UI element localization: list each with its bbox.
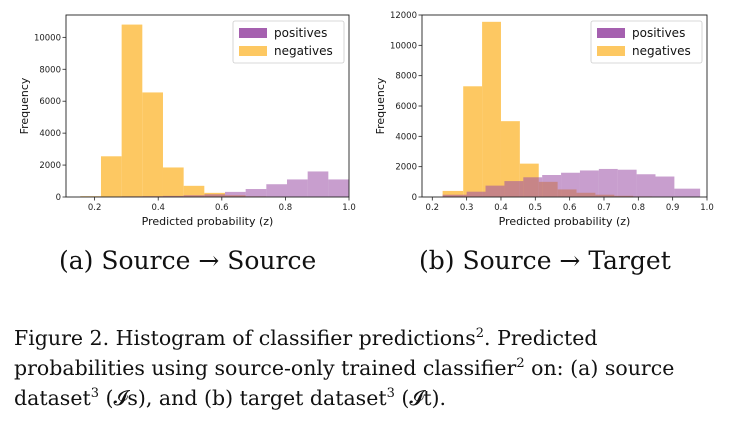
- subcaption-b: (b) Source → Target: [419, 246, 671, 275]
- negatives-bar-2: [121, 24, 143, 197]
- positives-bar-4: [523, 177, 543, 197]
- y-tick-label: 12000: [390, 11, 417, 21]
- negatives-bar-1: [463, 86, 483, 197]
- positives-bar-11: [307, 171, 329, 197]
- axes-frame: [65, 14, 350, 198]
- y-tick-label: 8000: [395, 72, 417, 82]
- x-tick-label: 0.6: [563, 203, 577, 213]
- y-tick-label: 0: [56, 193, 61, 203]
- positives-bar-8: [598, 168, 618, 197]
- x-axis-label: Predicted probability (z): [142, 215, 274, 228]
- x-tick-label: 0.5: [529, 203, 543, 213]
- y-axis-label: Frequency: [374, 77, 387, 134]
- x-tick-label: 0.2: [426, 203, 440, 213]
- caption-footnote-1: 2: [475, 326, 485, 342]
- positives-bar-3: [504, 181, 524, 197]
- y-tick-label: 4000: [395, 132, 417, 142]
- positives-bar-10: [636, 174, 656, 197]
- legend-label-negatives: negatives: [274, 44, 333, 58]
- negatives-bar-1: [100, 156, 122, 197]
- positives-bar-12: [674, 188, 701, 197]
- y-tick-label: 10000: [390, 41, 417, 51]
- positives-bar-7: [224, 191, 246, 197]
- negatives-bar-2: [482, 21, 501, 198]
- x-tick-label: 0.8: [279, 203, 293, 213]
- negatives-bar-4: [162, 167, 184, 197]
- positives-bar-9: [266, 184, 287, 197]
- y-tick-label: 10000: [34, 33, 61, 43]
- figure-caption: Figure 2. Histogram of classifier predic…: [14, 323, 719, 413]
- caption-part-3: on: (a) source dataset: [14, 356, 675, 410]
- positives-bar-6: [204, 194, 225, 197]
- positives-bar-11: [655, 176, 675, 197]
- y-tick-label: 8000: [39, 65, 61, 75]
- y-tick-label: 2000: [395, 163, 417, 173]
- legend-swatch-positives: [597, 28, 625, 38]
- positives-bar-8: [245, 189, 267, 197]
- x-tick-label: 0.9: [666, 203, 680, 213]
- x-axis-label: Predicted probability (z): [499, 215, 631, 228]
- caption-footnote-4: 3: [386, 386, 395, 402]
- caption-part-1: Figure 2. Histogram of classifier predic…: [14, 326, 476, 350]
- x-tick-label: 1.0: [700, 203, 714, 213]
- legend-label-positives: positives: [632, 26, 685, 40]
- x-tick-label: 0.4: [494, 203, 508, 213]
- positives-bar-6: [561, 172, 580, 197]
- y-tick-label: 6000: [395, 102, 417, 112]
- legend-label-negatives: negatives: [632, 44, 691, 58]
- positives-bar-10: [286, 179, 308, 197]
- positives-bar-5: [542, 175, 562, 197]
- positives-bar-2: [485, 185, 505, 197]
- caption-footnote-2: 2: [516, 356, 525, 372]
- positives-bar-4: [162, 195, 184, 197]
- positives-bar-0: [442, 194, 467, 197]
- x-tick-label: 0.8: [632, 203, 646, 213]
- legend-swatch-negatives: [239, 46, 267, 56]
- histogram-source-to-source: 0.2 0.4 0.6 0.8 1.0 0 2000 4000 6000 8000 10000 Pre…: [18, 14, 356, 228]
- positives-bar-7: [579, 170, 599, 197]
- positives-bar-12: [328, 179, 349, 197]
- positives-bar-5: [183, 195, 205, 197]
- x-tick-label: 0.4: [151, 203, 165, 213]
- y-axis-label: Frequency: [18, 77, 31, 134]
- positives-bar-9: [617, 169, 637, 197]
- x-tick-label: 0.6: [215, 203, 229, 213]
- legend-swatch-positives: [239, 28, 267, 38]
- caption-footnote-3: 3: [90, 386, 99, 402]
- x-tick-label: 0.7: [597, 203, 611, 213]
- legend-label-positives: positives: [274, 26, 327, 40]
- negatives-bar-3: [142, 92, 163, 197]
- legend-swatch-negatives: [597, 46, 625, 56]
- negatives-bar-0: [442, 190, 464, 197]
- y-tick-label: 0: [412, 193, 417, 203]
- y-tick-label: 2000: [39, 161, 61, 171]
- y-tick-label: 4000: [39, 129, 61, 139]
- histogram-source-to-target: 0.2 0.3 0.4 0.5 0.6 0.7 0.8 0.9 1.0 0 2000 4000 6000…: [374, 11, 714, 228]
- negatives-bar-5: [183, 185, 205, 197]
- y-tick-label: 6000: [39, 97, 61, 107]
- x-tick-label: 1.0: [342, 203, 356, 213]
- subcaption-a: (a) Source → Source: [59, 246, 317, 275]
- positives-bar-1: [466, 191, 486, 197]
- negatives-bar-3: [500, 121, 520, 197]
- x-tick-label: 0.3: [460, 203, 474, 213]
- caption-part-2: . Predicted probabilities using source-o…: [14, 326, 598, 380]
- x-tick-label: 0.2: [88, 203, 102, 213]
- caption-part-4: (𝓘s), and (b) target dataset: [98, 386, 387, 410]
- caption-part-5: (𝓘t).: [394, 386, 446, 410]
